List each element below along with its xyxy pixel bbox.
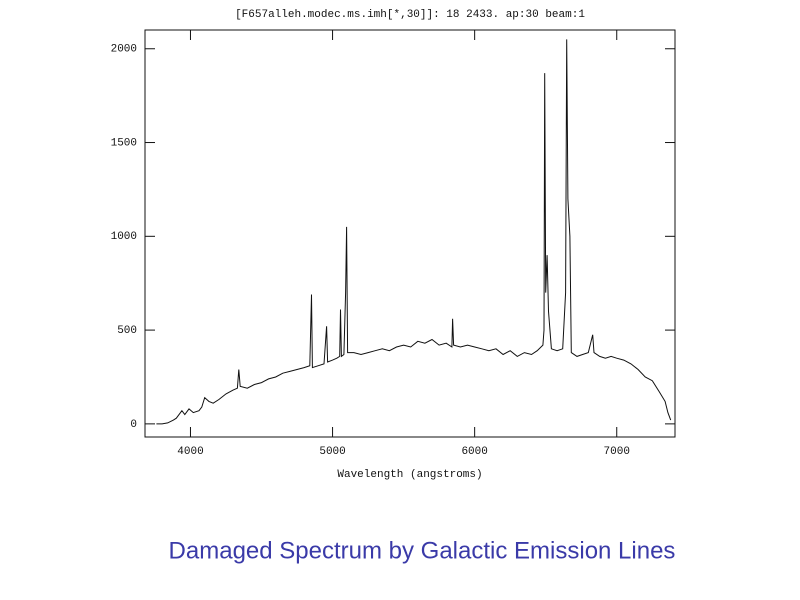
slide-caption: Damaged Spectrum by Galactic Emission Li… (169, 537, 676, 564)
y-tick-label: 500 (117, 325, 137, 337)
y-tick-label: 1000 (111, 231, 137, 243)
x-tick-label: 7000 (604, 446, 630, 458)
plot-frame (144, 29, 676, 438)
x-tick-label: 6000 (461, 446, 487, 458)
y-tick-label: 1500 (111, 137, 137, 149)
spectrum-line (156, 39, 672, 425)
y-tick-label: 0 (130, 419, 137, 431)
x-tick-label: 4000 (177, 446, 203, 458)
x-tick-label: 5000 (319, 446, 345, 458)
chart-title: [F657alleh.modec.ms.imh[*,30]]: 18 2433.… (235, 9, 585, 21)
x-axis-label: Wavelength (angstroms) (337, 469, 482, 481)
y-tick-label: 2000 (111, 44, 137, 56)
